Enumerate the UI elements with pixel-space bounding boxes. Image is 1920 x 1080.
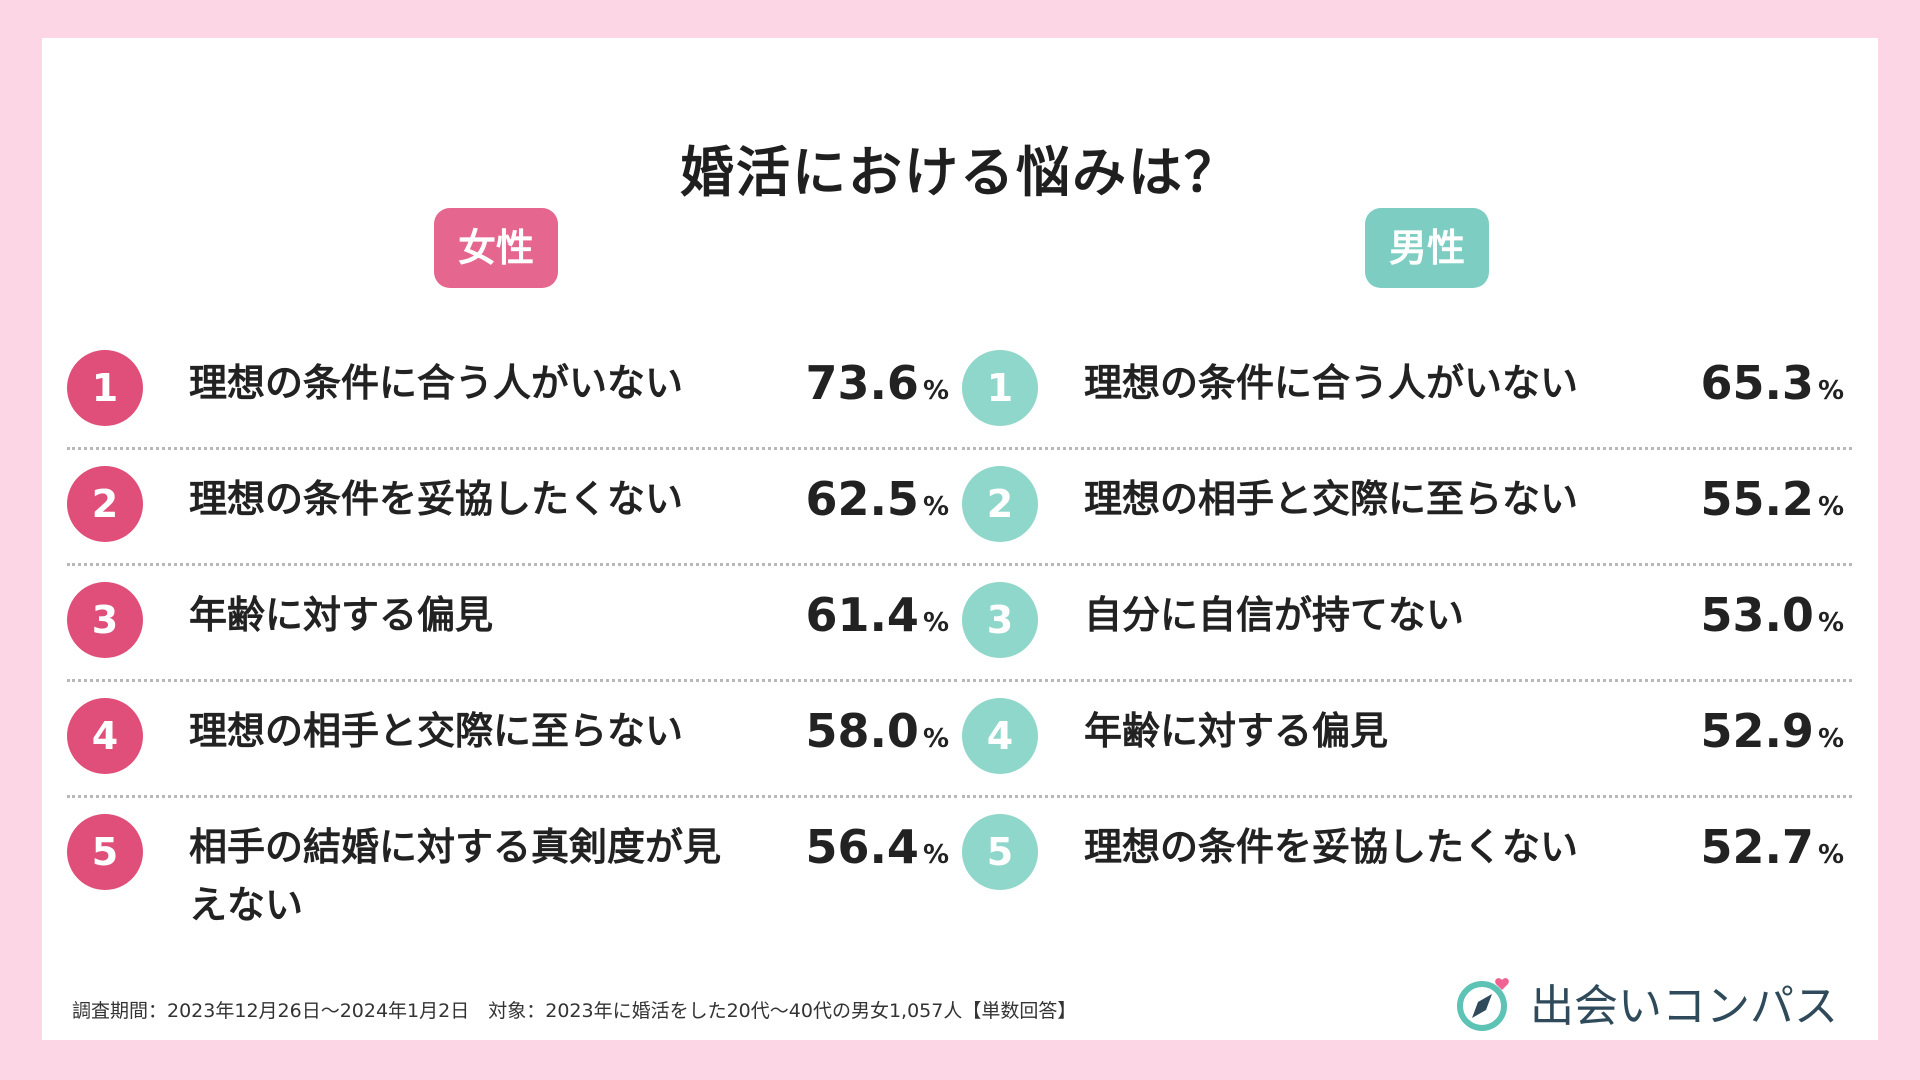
percent-unit: % — [1817, 492, 1844, 522]
chart-title: 婚活における悩みは？ — [680, 141, 1240, 204]
percent-unit: % — [922, 724, 949, 754]
item-label: 理想の条件に合う人がいない — [1084, 361, 1579, 405]
item-label: 年齢に対する偏見 — [1084, 709, 1389, 753]
ranking-row: 5 相手の結婚に対する真剣度が見えない 56.4% — [67, 798, 957, 927]
ranking-row: 2 理想の相手と交際に至らない 55.2% — [962, 450, 1852, 566]
item-label: 年齢に対する偏見 — [189, 593, 494, 637]
percentage-value: 61.4 — [805, 588, 919, 642]
item-label: 理想の条件を妥協したくない — [189, 477, 684, 521]
percentage-value: 62.5 — [805, 472, 919, 526]
rank-number: 1 — [67, 350, 143, 426]
ranking-row: 1 理想の条件に合う人がいない 73.6% — [67, 334, 957, 450]
ranking-row: 3 自分に自信が持てない 53.0% — [962, 566, 1852, 682]
ranking-row: 5 理想の条件を妥協したくない 52.7% — [962, 798, 1852, 914]
compass-heart-icon — [1457, 978, 1509, 1031]
percent-unit: % — [922, 608, 949, 638]
card: 婚活における悩みは？ 女性 1 理想の条件に合う人がいない 73.6% 2 理想の条件を… — [42, 38, 1878, 1040]
rank-number: 4 — [67, 698, 143, 774]
percent-unit: % — [922, 376, 949, 406]
ranking-row: 2 理想の条件を妥協したくない 62.5% — [67, 450, 957, 566]
rank-number: 5 — [67, 814, 143, 890]
percentage-value: 73.6 — [805, 356, 919, 410]
percentage-value: 58.0 — [805, 704, 919, 758]
ranking-row: 4 年齢に対する偏見 52.9% — [962, 682, 1852, 798]
item-label: 理想の相手と交際に至らない — [1084, 477, 1579, 521]
rank-number: 4 — [962, 698, 1038, 774]
item-percentage: 58.0% — [805, 704, 949, 758]
item-percentage: 73.6% — [805, 356, 949, 410]
item-percentage: 62.5% — [805, 472, 949, 526]
percentage-value: 56.4 — [805, 820, 919, 874]
row-divider — [962, 447, 1852, 450]
row-divider — [67, 563, 957, 566]
item-label: 理想の条件を妥協したくない — [1084, 825, 1579, 869]
percent-unit: % — [922, 492, 949, 522]
item-label: 理想の相手と交際に至らない — [189, 709, 684, 753]
survey-footnote: 調査期間：2023年12月26日〜2024年1月2日 対象：2023年に婚活をし… — [72, 1000, 1077, 1022]
rank-number: 2 — [67, 466, 143, 542]
percent-unit: % — [1817, 724, 1844, 754]
item-label: 自分に自信が持てない — [1084, 593, 1465, 637]
percentage-value: 53.0 — [1700, 588, 1814, 642]
rank-number: 1 — [962, 350, 1038, 426]
item-percentage: 61.4% — [805, 588, 949, 642]
logo-text: 出会いコンパス — [1530, 981, 1838, 1032]
ranking-row: 3 年齢に対する偏見 61.4% — [67, 566, 957, 682]
ranking-row: 1 理想の条件に合う人がいない 65.3% — [962, 334, 1852, 450]
percentage-value: 65.3 — [1700, 356, 1814, 410]
percentage-value: 52.9 — [1700, 704, 1814, 758]
logo: 出会いコンパス — [1452, 964, 1838, 1040]
percent-unit: % — [1817, 608, 1844, 638]
item-percentage: 56.4% — [805, 820, 949, 874]
item-percentage: 65.3% — [1700, 356, 1844, 410]
female-badge: 女性 — [434, 208, 559, 288]
percent-unit: % — [1817, 840, 1844, 870]
ranking-row: 4 理想の相手と交際に至らない 58.0% — [67, 682, 957, 798]
row-divider — [67, 795, 957, 798]
row-divider — [962, 563, 1852, 566]
item-percentage: 55.2% — [1700, 472, 1844, 526]
item-label: 相手の結婚に対する真剣度が見えない — [189, 825, 722, 927]
percent-unit: % — [922, 840, 949, 870]
percentage-value: 52.7 — [1700, 820, 1814, 874]
item-percentage: 52.7% — [1700, 820, 1844, 874]
rank-number: 3 — [962, 582, 1038, 658]
row-divider — [962, 795, 1852, 798]
percent-unit: % — [1817, 376, 1844, 406]
item-percentage: 52.9% — [1700, 704, 1844, 758]
row-divider — [67, 679, 957, 682]
percentage-value: 55.2 — [1700, 472, 1814, 526]
item-label: 理想の条件に合う人がいない — [189, 361, 684, 405]
male-badge: 男性 — [1365, 208, 1490, 288]
rank-number: 5 — [962, 814, 1038, 890]
row-divider — [67, 447, 957, 450]
row-divider — [962, 679, 1852, 682]
rank-number: 3 — [67, 582, 143, 658]
rank-number: 2 — [962, 466, 1038, 542]
item-percentage: 53.0% — [1700, 588, 1844, 642]
